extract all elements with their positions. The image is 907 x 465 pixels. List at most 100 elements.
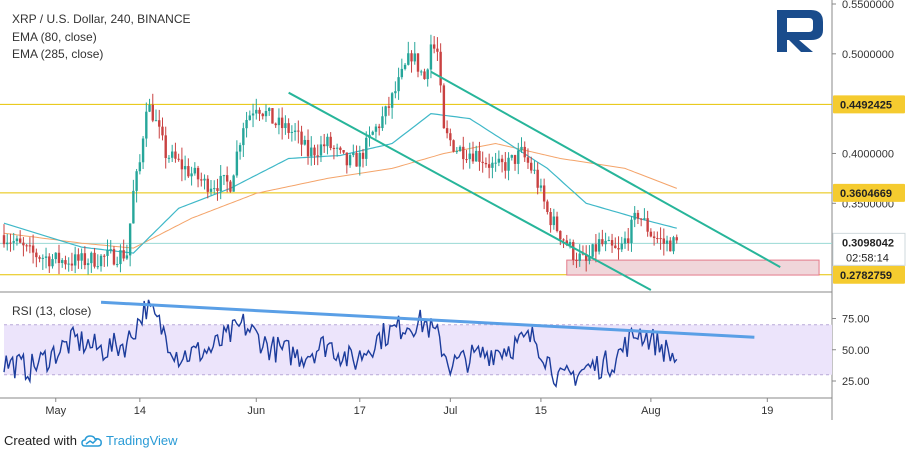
candle-body: [497, 158, 501, 163]
candle-body: [568, 242, 572, 245]
candle-body: [523, 146, 526, 158]
candle-body: [420, 71, 423, 73]
candle-body: [277, 117, 281, 126]
candle-body: [245, 119, 248, 129]
candle-body: [300, 131, 303, 145]
candle-body: [67, 263, 70, 265]
candle-body: [439, 51, 442, 86]
candle-body: [630, 219, 633, 244]
candle-body: [394, 91, 397, 94]
ema-fast-legend: EMA (80, close): [12, 30, 97, 44]
rsi-legend: RSI (13, close): [12, 304, 92, 318]
candle-body: [180, 159, 184, 170]
candle-body: [513, 155, 517, 164]
candle-body: [565, 240, 568, 245]
level-high-badge: 0.4492425: [840, 99, 892, 111]
candle-body: [539, 185, 543, 188]
candle-body: [507, 157, 510, 171]
candle-body: [209, 188, 213, 192]
candle-body: [193, 167, 197, 174]
candle-body: [135, 171, 138, 191]
candle-body: [361, 152, 365, 159]
candle-body: [112, 249, 116, 265]
candle-body: [649, 231, 653, 237]
candle-body: [436, 48, 439, 52]
candle-body: [216, 188, 219, 191]
candle-body: [526, 157, 530, 163]
candle-body: [614, 245, 617, 249]
candle-body: [377, 126, 381, 129]
channel-lower-line: [288, 91, 652, 291]
candle-body: [229, 181, 232, 192]
candle-body: [86, 263, 90, 266]
candle-body: [339, 147, 342, 151]
candle-body: [48, 256, 51, 267]
rsi-line: [3, 299, 678, 388]
candle-body: [274, 123, 277, 126]
candle-body: [601, 239, 604, 245]
candle-body: [225, 175, 229, 182]
candle-body: [656, 238, 659, 240]
candle-body: [578, 253, 581, 262]
candle-body: [22, 242, 25, 246]
candle-body: [125, 255, 129, 259]
candle-body: [384, 106, 387, 117]
candle-body: [484, 162, 488, 165]
candle-body: [413, 53, 416, 62]
candle-body: [536, 169, 539, 188]
tradingview-link[interactable]: TradingView: [81, 433, 178, 448]
candle-body: [255, 109, 258, 114]
candle-body: [371, 131, 374, 135]
candle-body: [145, 111, 148, 139]
candle-body: [381, 116, 384, 129]
support-zone: [566, 259, 820, 276]
candle-body: [329, 136, 332, 149]
candle-body: [542, 185, 546, 202]
rsi-tick-label: 25.00: [842, 376, 870, 388]
candle-body: [345, 152, 349, 166]
candle-body: [284, 123, 287, 129]
candle-body: [306, 139, 310, 157]
time-tick-label: Jul: [443, 405, 457, 417]
candle-body: [662, 238, 666, 244]
candle-body: [148, 104, 151, 112]
candle-body: [597, 239, 601, 252]
level-low-badge-bg: [833, 265, 905, 284]
candle-body: [28, 245, 32, 247]
price-tick-label: 0.5000000: [842, 49, 894, 61]
candle-body: [290, 131, 294, 133]
candle-body: [203, 178, 206, 181]
countdown-badge: 02:58:14: [846, 252, 889, 264]
candle-body: [196, 167, 200, 180]
candle-body: [335, 147, 339, 149]
candle-body: [530, 162, 533, 171]
candle-body: [264, 110, 268, 117]
candle-body: [494, 162, 497, 164]
candle-body: [167, 157, 171, 159]
candle-body: [219, 175, 222, 191]
candle-body: [38, 257, 41, 259]
candle-body: [90, 252, 93, 264]
candle-body: [636, 212, 640, 219]
candle-body: [313, 147, 316, 156]
level-mid-badge-bg: [833, 183, 905, 202]
tradingview-brand: TradingView: [105, 433, 178, 448]
candle-body: [323, 144, 326, 147]
candle-body: [510, 155, 513, 158]
candle-body: [633, 212, 636, 220]
candle-body: [35, 252, 38, 258]
candle-body: [158, 120, 161, 127]
time-tick-label: 19: [761, 405, 773, 417]
candle-body: [83, 253, 87, 266]
candle-body: [342, 150, 345, 153]
candle-body: [138, 162, 142, 172]
candle-body: [594, 244, 598, 252]
candle-body: [352, 152, 355, 156]
candle-body: [387, 106, 391, 108]
candle-body: [154, 120, 158, 122]
channel-upper-line: [430, 70, 781, 268]
level-high-badge-bg: [833, 95, 905, 114]
candle-body: [455, 151, 459, 153]
candle-body: [462, 146, 465, 160]
